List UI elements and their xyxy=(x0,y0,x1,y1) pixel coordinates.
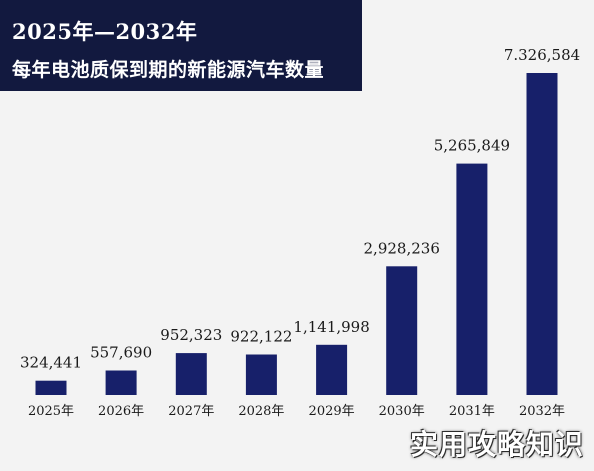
category-label: 2032年 xyxy=(519,404,565,419)
bar-2029年 xyxy=(316,345,347,395)
value-labels-group: 324,441 557,690 952,323 922,1221,141,998 2,9… xyxy=(20,46,580,372)
watermark-text: 实用攻略知识 xyxy=(410,423,584,463)
bar-2030年 xyxy=(386,266,417,395)
bar-2027年 xyxy=(176,353,207,395)
value-label: 5,265,849 xyxy=(434,137,510,155)
category-label: 2025年 xyxy=(28,404,74,419)
value-label: 1,141,998 xyxy=(293,318,369,336)
bar-2025年 xyxy=(36,381,67,395)
category-label: 2026年 xyxy=(98,404,144,419)
value-label: 922,122 xyxy=(230,328,292,346)
value-label: 557,690 xyxy=(90,344,152,362)
category-label: 2030年 xyxy=(379,404,425,419)
bar-2028年 xyxy=(246,355,277,396)
bar-2026年 xyxy=(106,371,137,396)
value-label: 2,928,236 xyxy=(364,239,440,257)
value-label: 7.326,584 xyxy=(504,46,580,64)
category-labels-group: 2025年 2026年 2027年 2028年 2029年 2030年 2031年 2032年 xyxy=(28,404,565,419)
value-label: 952,323 xyxy=(160,326,222,344)
category-label: 2027年 xyxy=(168,404,214,419)
bar-2032年 xyxy=(527,73,558,395)
category-label: 2031年 xyxy=(449,404,495,419)
category-label: 2029年 xyxy=(309,404,355,419)
value-label: 324,441 xyxy=(20,354,82,372)
category-label: 2028年 xyxy=(238,404,284,419)
bar-2031年 xyxy=(456,164,487,395)
